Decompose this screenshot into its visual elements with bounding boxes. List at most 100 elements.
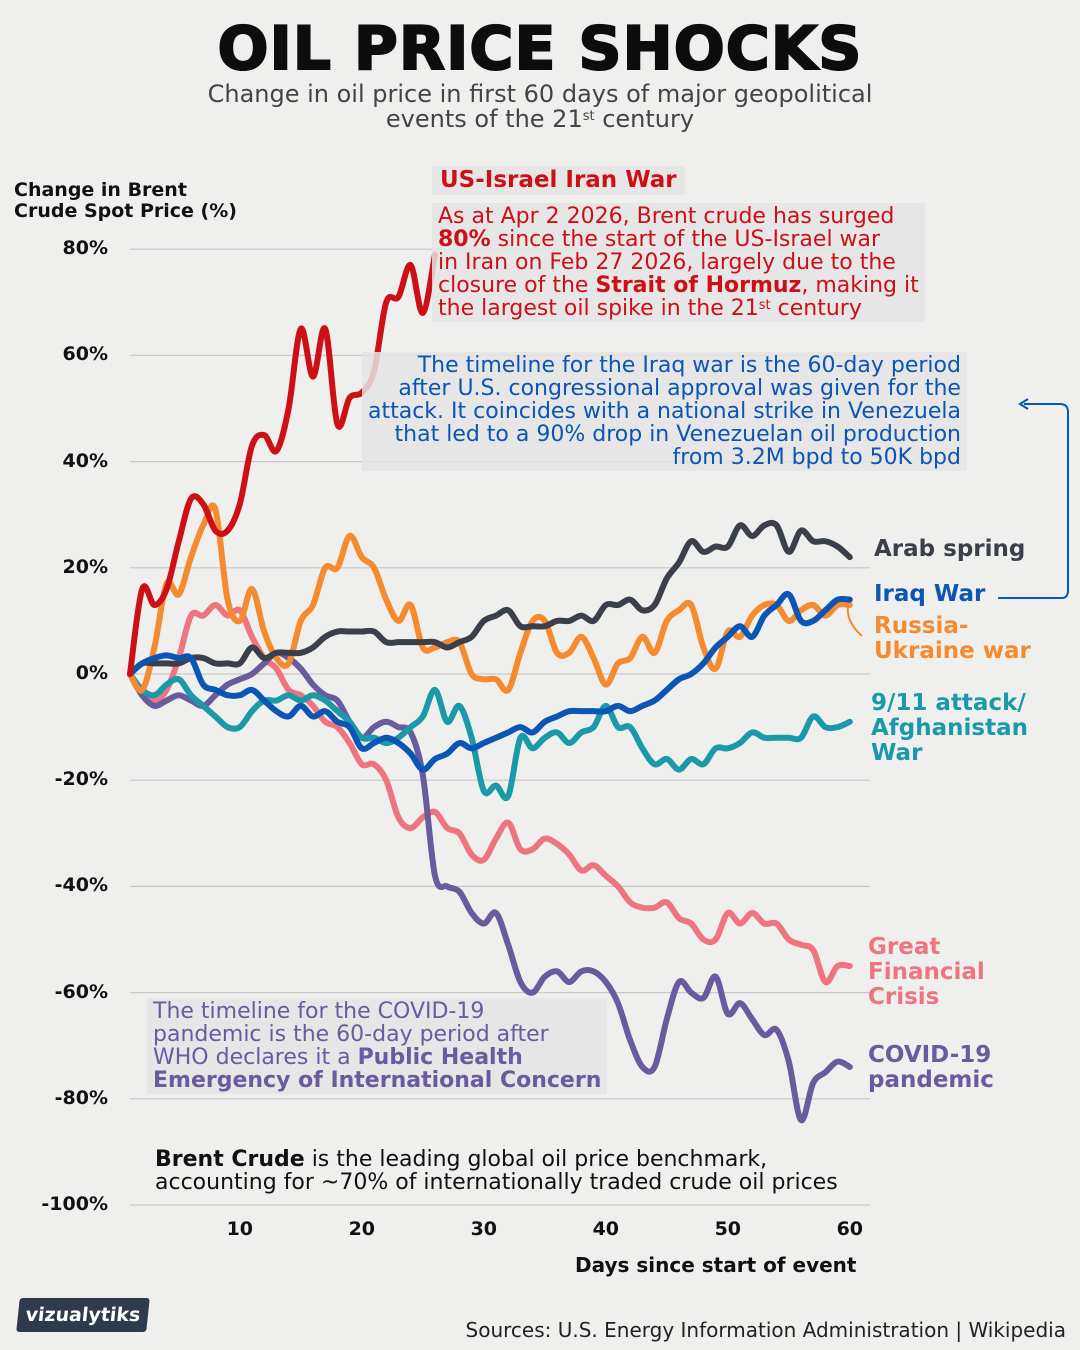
- text-line: the largest oil spike in the 21st centur…: [438, 297, 919, 320]
- x-tick-label: 10: [226, 1218, 254, 1240]
- iran-annotation-title: US-Israel Iran War: [432, 166, 685, 195]
- text-segment: events of the 21: [385, 105, 583, 133]
- text-line: from 3.2M bpd to 50K bpd: [368, 446, 961, 469]
- text-segment: WHO declares it a: [153, 1045, 358, 1070]
- y-tick-label: -40%: [54, 874, 108, 897]
- series-label: Iraq War: [874, 582, 985, 607]
- iran-annotation: As at Apr 2 2026, Brent crude has surged…: [432, 203, 925, 322]
- text-segment: century: [594, 105, 695, 133]
- series-line-iraq-war: [127, 591, 853, 773]
- text-line: pandemic is the 60-day period after: [153, 1023, 601, 1046]
- y-tick-label: 40%: [62, 449, 108, 472]
- text-segment: pandemic is the 60-day period after: [153, 1022, 549, 1047]
- series-label-line: War: [871, 740, 923, 766]
- text-segment: closure of the: [438, 273, 596, 298]
- text-line: after U.S. congressional approval was gi…: [368, 377, 961, 400]
- text-line: Change in oil price in first 60 days of …: [0, 82, 1080, 107]
- x-tick-label: 40: [592, 1218, 620, 1240]
- series-label-line: pandemic: [868, 1067, 994, 1093]
- text-segment: attack. It coincides with a national str…: [368, 399, 961, 424]
- subtitle: Change in oil price in first 60 days of …: [0, 82, 1080, 132]
- bold-text: Emergency of International Concern: [153, 1068, 602, 1093]
- series-label-line: Arab spring: [874, 536, 1026, 562]
- text-line: Brent Crude is the leading global oil pr…: [155, 1148, 838, 1171]
- text-segment: century: [770, 296, 862, 321]
- text-segment: st: [582, 109, 595, 124]
- text-line: that led to a 90% drop in Venezuelan oil…: [368, 423, 961, 446]
- series-label-line: COVID-19: [868, 1042, 992, 1068]
- series-line-great-financial-crisis: [127, 601, 853, 986]
- x-tick-label: 50: [714, 1218, 742, 1240]
- text-segment: The timeline for the Iraq war is the 60-…: [417, 353, 961, 378]
- source-note: Sources: U.S. Energy Information Adminis…: [465, 1318, 1066, 1342]
- series-label-line: Afghanistan: [871, 715, 1029, 741]
- text-segment: As at Apr 2 2026, Brent crude has surged: [438, 204, 895, 229]
- text-segment: since the start of the US-Israel war: [490, 227, 881, 252]
- text-segment: after U.S. congressional approval was gi…: [398, 376, 961, 401]
- series-label-line: 9/11 attack/: [871, 690, 1026, 716]
- text-segment: is the leading global oil price benchmar…: [304, 1147, 768, 1172]
- text-line: in Iran on Feb 27 2026, largely due to t…: [438, 251, 919, 274]
- text-line: accounting for ~70% of internationally t…: [155, 1171, 838, 1194]
- text-line: The timeline for the Iraq war is the 60-…: [368, 354, 961, 377]
- text-segment: that led to a 90% drop in Venezuelan oil…: [394, 422, 961, 447]
- text-line: Emergency of International Concern: [153, 1069, 601, 1092]
- text-line: closure of the Strait of Hormuz, making …: [438, 274, 919, 297]
- series-label: Great Financial Crisis: [868, 935, 985, 1010]
- y-tick-label: 20%: [62, 555, 108, 578]
- logo-text: vizualytiks: [24, 1304, 142, 1326]
- series-label-line: Russia-: [874, 613, 969, 639]
- arrow-icon: [1018, 398, 1029, 410]
- text-segment: the largest oil spike in the 21: [438, 296, 759, 321]
- bold-text: Brent Crude: [155, 1147, 305, 1172]
- page-title: OIL PRICE SHOCKS: [216, 13, 863, 85]
- x-axis-label: Days since start of event: [575, 1253, 857, 1277]
- series-line-covid-19-pandemic: [127, 649, 853, 1124]
- series-label-line: Iraq War: [874, 581, 986, 607]
- vizualytiks-logo: vizualytiks: [16, 1298, 150, 1332]
- iraq-annotation: The timeline for the Iraq war is the 60-…: [362, 352, 967, 471]
- series-line-arab-spring: [127, 519, 853, 677]
- text-line: WHO declares it a Public Health: [153, 1046, 601, 1069]
- x-tick-label: 20: [348, 1218, 376, 1240]
- covid-annotation: The timeline for the COVID-19 pandemic is…: [147, 998, 608, 1094]
- text-segment: from 3.2M bpd to 50K bpd: [672, 445, 961, 470]
- bold-text: Strait of Hormuz: [595, 273, 802, 298]
- russia-label-connector: [846, 605, 863, 637]
- text-line: As at Apr 2 2026, Brent crude has surged: [438, 205, 919, 228]
- series-label: Russia- Ukraine war: [874, 614, 1031, 664]
- text-segment: accounting for ~70% of internationally t…: [155, 1170, 838, 1195]
- text-segment: The timeline for the COVID-19: [153, 999, 485, 1024]
- y-tick-label: 0%: [75, 662, 108, 684]
- series-line-russia-ukraine-war: [127, 502, 853, 694]
- y-tick-label: -20%: [54, 768, 108, 791]
- series-label-line: Ukraine war: [874, 638, 1031, 664]
- bold-text: Public Health: [357, 1045, 523, 1070]
- series-label-line: Great: [868, 934, 941, 960]
- text-line: 80% since the start of the US-Israel war: [438, 228, 919, 251]
- y-tick-label: -80%: [54, 1086, 108, 1109]
- text-segment: st: [758, 298, 771, 313]
- brent-note: Brent Crude is the leading global oil pr…: [155, 1148, 838, 1194]
- y-tick-label: 80%: [62, 237, 108, 260]
- text-segment: in Iran on Feb 27 2026, largely due to t…: [438, 250, 896, 275]
- iraq-annotation-connector: [998, 403, 1069, 599]
- y-axis-label: Change in Brent Crude Spot Price (%): [14, 179, 237, 222]
- series-label-line: Crisis: [868, 984, 940, 1010]
- series-label-line: Financial: [868, 959, 985, 985]
- y-tick-label: -60%: [54, 980, 108, 1003]
- x-tick-label: 30: [470, 1218, 498, 1240]
- text-line: The timeline for the COVID-19: [153, 1000, 601, 1023]
- text-segment: , making it: [801, 273, 919, 298]
- series-line-us-israel-iran-war: [127, 251, 438, 677]
- text-segment: Change in oil price in first 60 days of …: [207, 80, 873, 108]
- series-line-9-11-attack-afghanistan-war: [127, 671, 853, 801]
- series-label: COVID-19 pandemic: [868, 1043, 994, 1093]
- y-tick-label: -100%: [41, 1193, 108, 1215]
- text-line: events of the 21st century: [0, 107, 1080, 132]
- series-label: 9/11 attack/Afghanistan War: [871, 691, 1028, 766]
- series-label: Arab spring: [874, 537, 1025, 562]
- bold-text: 80%: [438, 227, 491, 252]
- y-tick-label: 60%: [62, 343, 108, 366]
